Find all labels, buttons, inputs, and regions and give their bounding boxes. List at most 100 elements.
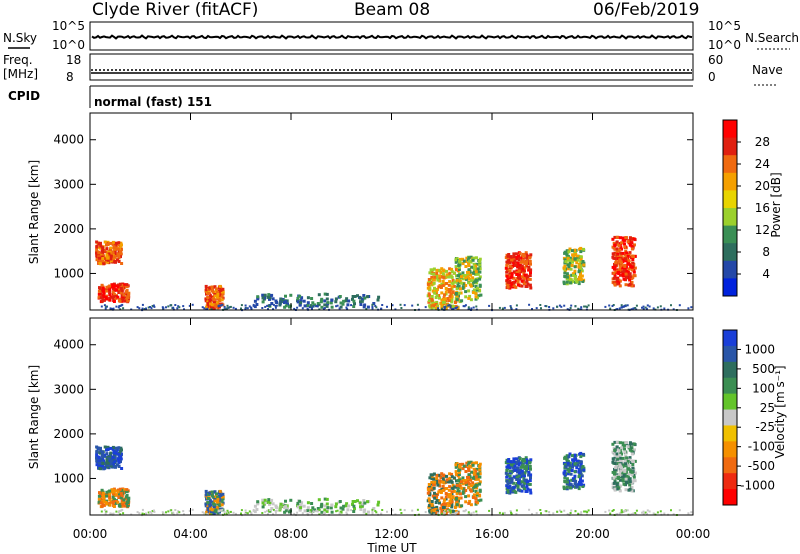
echo-cell [449, 509, 452, 512]
echo-cell [548, 511, 551, 513]
echo-cell [296, 505, 300, 509]
echo-cell [615, 247, 619, 251]
colorbar-tick-label: -1000 [740, 479, 775, 493]
echo-cell [109, 246, 113, 250]
echo-cell [461, 479, 465, 483]
echo-cell [626, 445, 630, 449]
echo-cell [443, 293, 446, 297]
echo-cell [562, 280, 566, 284]
echo-cell [95, 463, 99, 467]
echo-cell [263, 293, 267, 297]
echo-cell [565, 487, 569, 491]
echo-cell [687, 512, 690, 515]
echo-cell [281, 298, 285, 301]
echo-cell [114, 501, 118, 505]
echo-cell [454, 463, 458, 467]
echo-cell [474, 475, 478, 479]
echo-cell [374, 305, 377, 307]
echo-cell [227, 306, 230, 309]
echo-cell [623, 450, 627, 454]
echo-cell [472, 288, 476, 292]
echo-cell [356, 499, 359, 503]
echo-cell [117, 511, 120, 514]
echo-cell [450, 295, 454, 299]
echo-cell [558, 304, 561, 307]
echo-cell [566, 468, 570, 472]
echo-cell [427, 489, 431, 493]
echo-cell [517, 474, 521, 478]
echo-cell [512, 252, 516, 256]
echo-cell [253, 510, 257, 514]
echo-cell [613, 257, 617, 260]
echo-cell [212, 300, 216, 304]
echo-cell [619, 456, 623, 460]
echo-cell [97, 289, 101, 293]
echo-cell [122, 293, 126, 297]
echo-cell [334, 505, 338, 509]
echo-cell [621, 305, 624, 308]
echo-cell [178, 511, 181, 514]
echo-cell [565, 482, 569, 486]
echo-cell [441, 503, 445, 506]
echo-cell [566, 267, 570, 271]
echo-cell [462, 259, 466, 263]
echo-cell [454, 509, 458, 513]
echo-cell [119, 446, 123, 450]
echo-cell [475, 510, 478, 513]
echo-cell [284, 300, 288, 304]
echo-cell [511, 285, 515, 289]
echo-cell [630, 489, 634, 493]
echo-cell [424, 511, 427, 514]
echo-cell [531, 513, 533, 515]
echo-cell [105, 247, 109, 251]
echo-cell [464, 274, 468, 278]
echo-cell [97, 494, 101, 498]
echo-cell [339, 506, 343, 510]
echo-cell [301, 512, 304, 515]
echo-cell [565, 485, 569, 489]
nsky-label: N.Sky [3, 31, 37, 45]
echo-cell [299, 301, 303, 305]
echo-cell [108, 501, 112, 505]
echo-cell [510, 272, 514, 276]
echo-cell [505, 270, 509, 274]
echo-cell [445, 282, 448, 285]
echo-cell [475, 467, 479, 471]
echo-cell [515, 277, 519, 280]
echo-cell [577, 277, 581, 281]
echo-cell [517, 463, 521, 467]
echo-cell [372, 507, 376, 510]
echo-cell [215, 506, 219, 510]
echo-cell [323, 303, 327, 307]
echo-cell [479, 293, 483, 297]
echo-cell [604, 305, 607, 308]
echo-cell [451, 278, 455, 282]
echo-cell [430, 475, 434, 479]
echo-cell [611, 460, 615, 464]
echo-cell [569, 278, 573, 282]
echo-cell [529, 262, 532, 266]
echo-cell [468, 259, 472, 263]
echo-cell [612, 472, 616, 476]
echo-cell [614, 468, 618, 471]
echo-cell [400, 512, 403, 514]
echo-cell [441, 477, 445, 481]
echo-cell [108, 298, 112, 302]
echo-cell [109, 459, 113, 463]
echo-cell [630, 308, 633, 311]
echo-cell [440, 508, 444, 512]
echo-cell [117, 461, 121, 465]
echo-cell [114, 500, 118, 503]
echo-cell [244, 304, 247, 307]
echo-cell [518, 273, 521, 277]
echo-cell [100, 488, 104, 492]
echo-cell [445, 509, 449, 513]
echo-cell [470, 279, 474, 283]
echo-cell [514, 490, 518, 494]
echo-cell [628, 487, 632, 491]
echo-cell [325, 502, 329, 506]
echo-cell [508, 471, 512, 475]
echo-cell [339, 305, 343, 309]
echo-cell [308, 511, 311, 514]
